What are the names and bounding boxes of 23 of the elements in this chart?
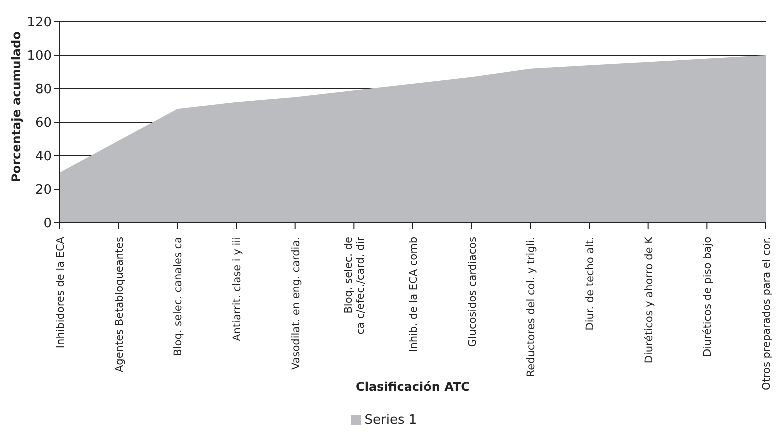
x-tick-label: Otros preparados para el cor. (761, 237, 773, 390)
y-axis-title: Porcentaje acumulado (9, 32, 24, 182)
legend-label: Series 1 (364, 413, 418, 428)
y-tick-label: 0 (44, 216, 52, 232)
y-tick-label: 120 (27, 16, 52, 31)
x-tick-label: Vasodilat. en eng. cardia. (290, 237, 302, 370)
x-tick-label: Diuréticos y ahorro de K (643, 236, 656, 364)
x-tick-label: Reductores del col. y trigli. (526, 237, 538, 378)
x-tick-label: Bloq. selec. canales ca (172, 237, 185, 356)
x-tick-label: Diuréticos de piso bajo (702, 237, 714, 357)
y-tick-label: 100 (27, 49, 52, 64)
y-tick-label: 60 (35, 116, 52, 132)
x-tick-label: Agentes Betabloqueantes (114, 237, 126, 372)
x-tick-label: Antiarrit. clase i y iii (232, 237, 244, 342)
y-tick-label: 80 (35, 82, 52, 98)
x-axis-title: Clasificación ATC (356, 380, 470, 394)
y-tick-label: 20 (35, 183, 52, 198)
x-tick-label: Diur. de techo alt. (584, 237, 596, 331)
x-tick-label: Glucosidos cardiacos (466, 237, 479, 348)
x-tick-label: Bloq. selec. de ca c/efec./card. dir (343, 236, 368, 335)
x-tick-label: Inhib. de la ECA comb (408, 236, 420, 352)
x-tick-label: Inhibidores de la ECA (55, 236, 67, 349)
y-tick-label: 40 (35, 150, 52, 165)
